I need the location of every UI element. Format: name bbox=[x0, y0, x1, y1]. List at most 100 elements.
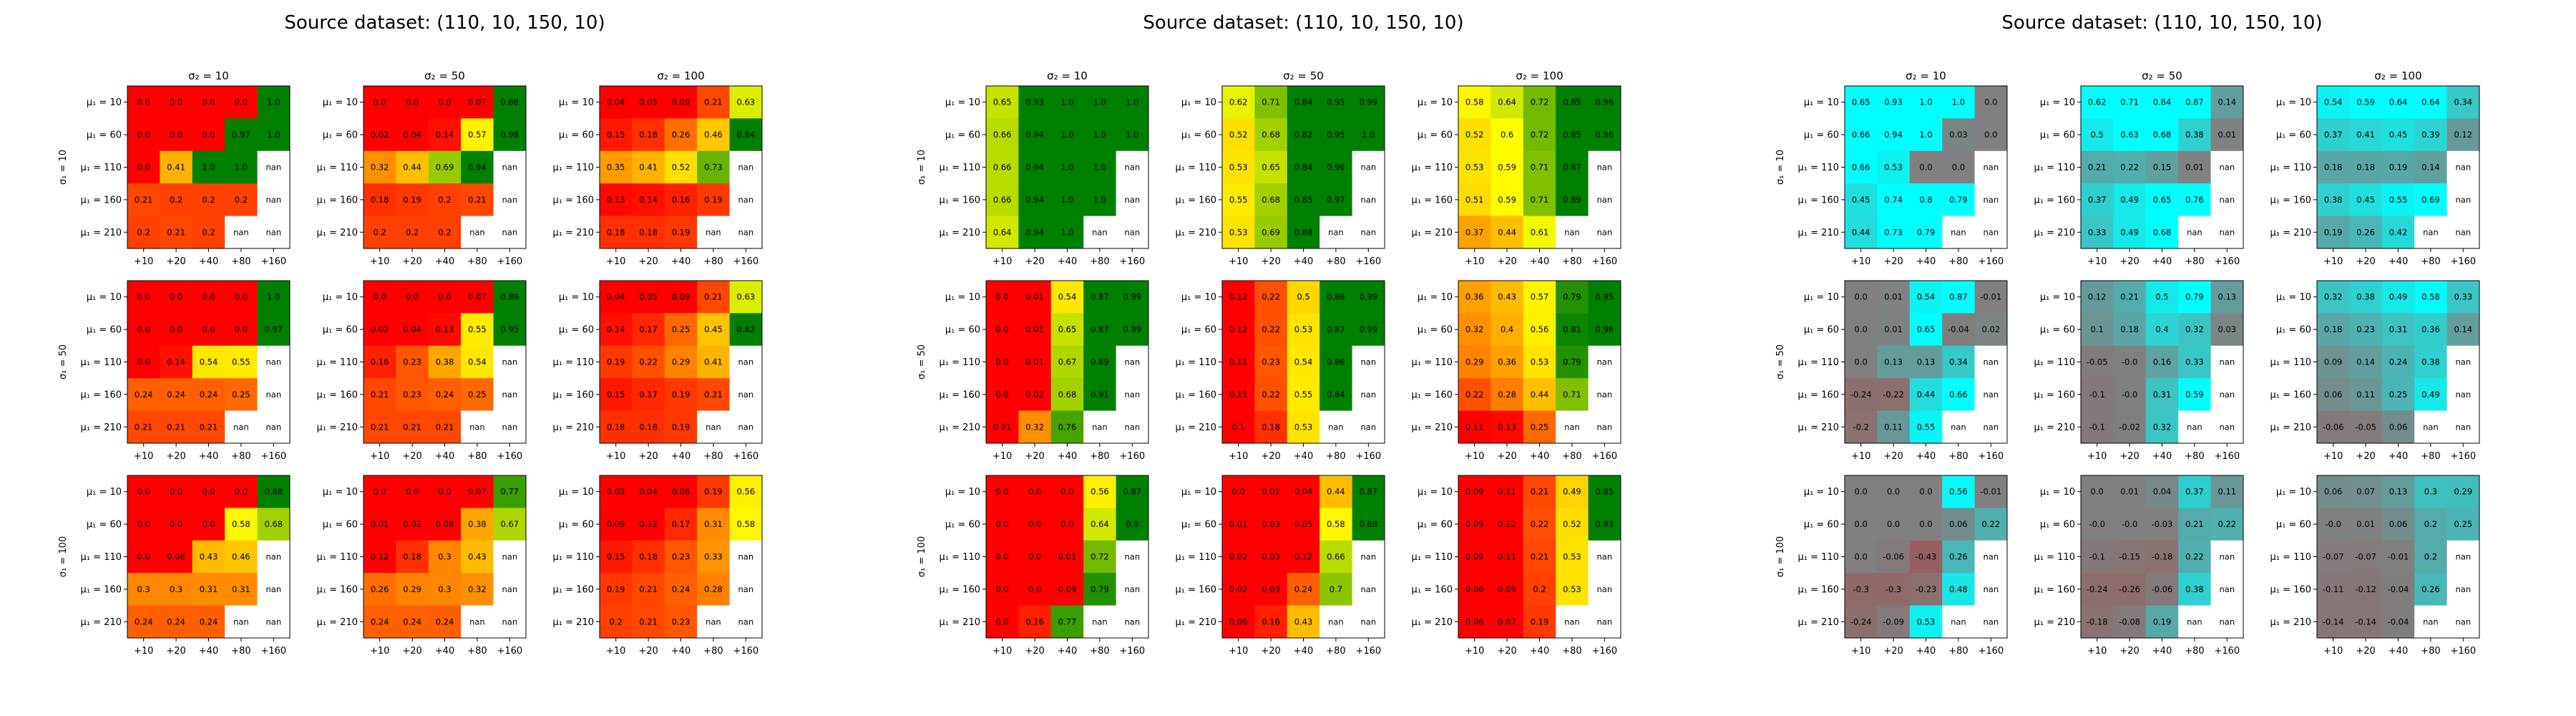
heatmap-cell bbox=[1018, 183, 1052, 216]
heatmap-cell bbox=[2317, 118, 2350, 152]
cell-value-label: nan bbox=[1951, 227, 1966, 237]
cell-value-label: nan bbox=[738, 195, 753, 205]
cell-value-label: nan bbox=[738, 552, 753, 562]
heatmap-cell bbox=[1222, 345, 1255, 379]
cell-value-label: 0.65 bbox=[1852, 97, 1870, 107]
heatmap-cell bbox=[729, 475, 763, 508]
heatmap-cell bbox=[192, 216, 225, 249]
x-tick-label: +10 bbox=[606, 646, 625, 657]
heatmap-cell bbox=[1050, 410, 1084, 444]
cell-value-label: -0.43 bbox=[1916, 552, 1937, 562]
heatmap-cell bbox=[1588, 540, 1621, 574]
heatmap-cell bbox=[160, 605, 193, 639]
cell-value-label: 0.51 bbox=[1465, 195, 1484, 205]
heatmap-cell bbox=[1018, 475, 1052, 508]
heatmap-cell bbox=[697, 183, 730, 216]
cell-value-label: 0.66 bbox=[1327, 552, 1345, 562]
x-tick-label: +20 bbox=[402, 646, 421, 657]
cell-value-label: nan bbox=[2455, 195, 2471, 205]
cell-value-label: 0.02 bbox=[371, 130, 389, 140]
cell-value-label: 0.28 bbox=[1498, 390, 1516, 400]
y-tick-label: μ₁ = 210 bbox=[1798, 617, 1839, 628]
cell-value-label: nan bbox=[2219, 195, 2235, 205]
heatmap-cell bbox=[192, 150, 225, 184]
cell-value-label: 0.16 bbox=[1262, 616, 1280, 626]
cell-value-label: 1.0 bbox=[1060, 163, 1073, 173]
cell-value-label: 0.0 bbox=[1887, 487, 1900, 497]
row-label: σ₁ = 100 bbox=[58, 536, 69, 577]
y-tick-label: μ₁ = 110 bbox=[81, 552, 122, 563]
y-tick-label: μ₁ = 10 bbox=[323, 487, 358, 498]
cell-value-label: 0.2 bbox=[202, 195, 215, 205]
heatmap-cell bbox=[729, 378, 763, 411]
heatmap-cell bbox=[127, 313, 160, 347]
cell-value-label: 0.53 bbox=[1531, 357, 1549, 367]
heatmap-cell bbox=[1254, 540, 1288, 574]
heatmap-cell bbox=[364, 345, 396, 379]
heatmap-cell bbox=[1845, 281, 1878, 314]
y-tick-label: μ₁ = 10 bbox=[945, 292, 980, 303]
y-tick-label: μ₁ = 60 bbox=[559, 130, 594, 141]
cell-value-label: 0.41 bbox=[639, 163, 658, 173]
x-tick-label: +80 bbox=[1090, 451, 1109, 462]
heatmap-cell bbox=[986, 605, 1019, 639]
cell-value-label: 0.14 bbox=[2421, 163, 2440, 173]
heatmap-cell bbox=[986, 378, 1019, 411]
x-tick-label: +20 bbox=[1261, 646, 1280, 657]
heatmap-cell bbox=[1254, 345, 1288, 379]
cell-value-label: 0.19 bbox=[704, 195, 723, 205]
cell-value-label: nan bbox=[469, 227, 485, 237]
cell-value-label: 0.76 bbox=[2185, 195, 2204, 205]
x-tick-label: +160 bbox=[2450, 451, 2476, 462]
y-tick-label: μ₁ = 110 bbox=[553, 357, 594, 368]
heatmap-cell bbox=[127, 410, 160, 444]
y-tick-label: μ₁ = 60 bbox=[1418, 130, 1453, 141]
cell-value-label: 0.26 bbox=[1949, 552, 1968, 562]
cell-value-label: 0.71 bbox=[1262, 97, 1280, 107]
heatmap-cell bbox=[600, 410, 633, 444]
cell-value-label: 0.73 bbox=[704, 163, 723, 173]
x-tick-label: +20 bbox=[1497, 451, 1516, 462]
cell-value-label: 0.66 bbox=[993, 130, 1012, 140]
cell-value-label: nan bbox=[2423, 422, 2439, 432]
cell-value-label: 0.0 bbox=[202, 487, 215, 497]
cell-value-label: 0.06 bbox=[2389, 422, 2408, 432]
heatmap-cell bbox=[2446, 378, 2480, 411]
heatmap-cell bbox=[1319, 183, 1352, 216]
heatmap-cell bbox=[2145, 508, 2179, 541]
heatmap-cell bbox=[2317, 475, 2350, 508]
y-tick-label: μ₁ = 160 bbox=[81, 584, 122, 595]
cell-value-label: -0.15 bbox=[2119, 552, 2140, 562]
x-tick-label: +160 bbox=[733, 646, 758, 657]
heatmap-cell bbox=[729, 281, 763, 314]
row-label: σ₁ = 50 bbox=[917, 344, 927, 379]
cell-value-label: 0.13 bbox=[436, 324, 454, 334]
cell-value-label: 0.96 bbox=[1595, 130, 1614, 140]
cell-value-label: 0.32 bbox=[468, 584, 487, 594]
x-tick-label: +80 bbox=[703, 256, 723, 267]
cell-value-label: nan bbox=[1983, 163, 1999, 173]
heatmap-cell bbox=[1556, 86, 1589, 119]
cell-value-label: 0.14 bbox=[2454, 324, 2472, 334]
heatmap-cell bbox=[493, 540, 527, 574]
cell-value-label: -0.03 bbox=[2152, 519, 2173, 529]
heatmap-cell bbox=[1588, 150, 1621, 184]
heatmap-cell bbox=[600, 573, 633, 606]
y-tick-label: μ₁ = 60 bbox=[1804, 520, 1839, 531]
cell-value-label: 0.54 bbox=[468, 357, 487, 367]
heatmap-cell bbox=[2349, 281, 2383, 314]
cell-value-label: nan bbox=[1360, 163, 1376, 173]
heatmap-cell bbox=[1909, 118, 1943, 152]
cell-value-label: 0.08 bbox=[436, 519, 454, 529]
y-tick-label: μ₁ = 60 bbox=[2276, 130, 2311, 141]
heatmap-cell bbox=[364, 378, 396, 411]
cell-value-label: 0.01 bbox=[371, 519, 389, 529]
heatmap-cell bbox=[2317, 183, 2350, 216]
heatmap-cell bbox=[257, 540, 291, 574]
cell-value-label: 0.31 bbox=[232, 584, 250, 594]
heatmap-cell bbox=[1556, 183, 1589, 216]
heatmap-cell bbox=[2145, 118, 2179, 152]
x-tick-label: +40 bbox=[1916, 646, 1936, 657]
x-tick-label: +40 bbox=[1058, 256, 1077, 267]
heatmap-cell bbox=[225, 508, 258, 541]
